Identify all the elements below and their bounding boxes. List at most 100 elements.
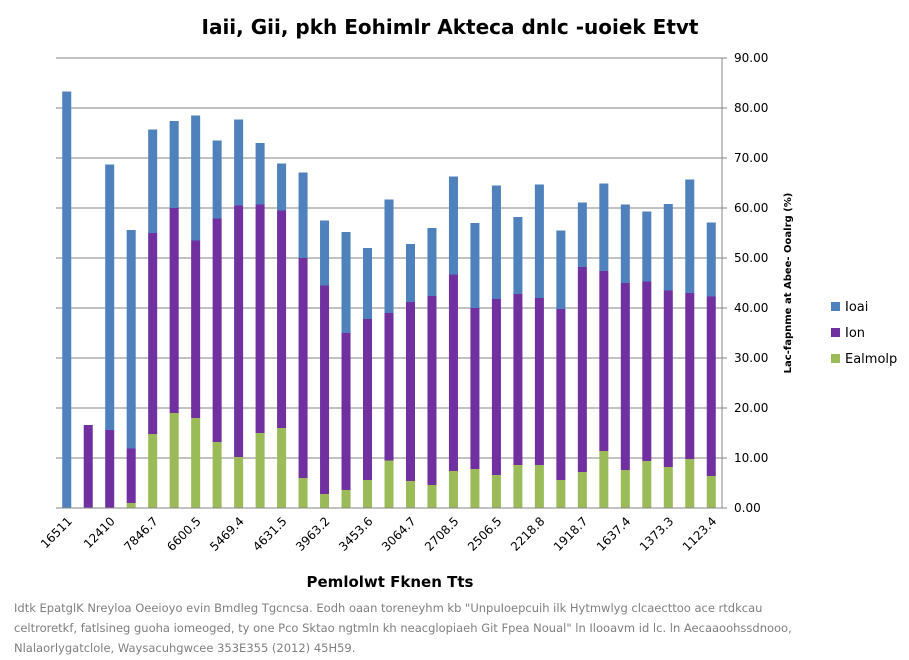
bar-ealmolp-22 [513, 465, 523, 508]
bar-ealmolp-8 [212, 442, 222, 508]
bar-ioai-23 [534, 184, 544, 298]
x-tick-label: 1637.4 [594, 514, 634, 554]
x-tick-label: 12410 [81, 514, 118, 551]
y-tick-label: 60.00 [734, 201, 768, 215]
bar-ion-16 [384, 313, 394, 461]
bar-ion-3 [105, 430, 115, 508]
bar-ion-15 [363, 319, 373, 480]
y-tick-label: 30.00 [734, 351, 768, 365]
bar-ioai-8 [212, 140, 222, 219]
bar-ion-26 [599, 271, 609, 451]
bar-ion-23 [534, 298, 544, 465]
bar-ioai-22 [513, 217, 523, 294]
legend-label: Ioai [845, 300, 868, 315]
y-axis-title: Lac-fapnme at Abee- Ooalrg (%) [783, 193, 794, 374]
bar-ealmolp-25 [577, 472, 587, 508]
bar-ion-19 [448, 274, 458, 471]
bar-ealmolp-18 [427, 485, 437, 508]
bar-ealmolp-12 [298, 478, 308, 508]
y-tick-label: 90.00 [734, 51, 768, 65]
x-tick-label: 2506.5 [465, 514, 505, 554]
bar-ioai-28 [642, 211, 652, 282]
x-tick-label: 5469.4 [207, 514, 247, 554]
bar-ion-4 [126, 448, 136, 503]
legend-label: Ealmolp [845, 352, 897, 367]
x-tick-label: 3453.6 [336, 514, 376, 554]
x-tick-label: 3064.7 [379, 514, 419, 554]
bar-ealmolp-14 [341, 490, 351, 508]
bar-ioai-4 [126, 230, 136, 449]
bar-ealmolp-17 [405, 481, 415, 508]
bar-ealmolp-31 [706, 476, 716, 508]
chart-title: Iaii, Gii, pkh Eohimlr Akteca dnlc -uoie… [202, 15, 699, 39]
bar-ion-10 [255, 204, 265, 433]
bar-ealmolp-30 [685, 459, 695, 508]
bar-ealmolp-4 [126, 503, 136, 508]
bar-ealmolp-24 [556, 480, 566, 508]
bar-ealmolp-5 [148, 434, 158, 508]
bar-ioai-12 [298, 172, 308, 258]
y-tick-labels: 0.00 10.00 20.00 30.00 40.00 50.00 60.00 70.00 8… [722, 51, 768, 515]
bar-ion-6 [169, 208, 179, 413]
x-tick-label: 3963.2 [293, 514, 333, 554]
y-tick-label: 20.00 [734, 401, 768, 415]
bar-ioai-6 [169, 121, 179, 208]
bar-ealmolp-29 [663, 467, 673, 508]
bar-ioai-1 [62, 91, 72, 508]
bar-ion-13 [320, 285, 330, 494]
bar-ioai-17 [405, 244, 415, 302]
bar-ealmolp-15 [363, 480, 373, 508]
bar-ioai-9 [234, 119, 244, 206]
bar-ioai-16 [384, 199, 394, 313]
x-tick-label: 2708.5 [422, 514, 462, 554]
y-tick-label: 50.00 [734, 251, 768, 265]
legend-swatch [831, 328, 840, 337]
bar-ion-28 [642, 281, 652, 461]
bar-ealmolp-27 [620, 470, 630, 508]
bar-ion-22 [513, 294, 523, 465]
bar-ioai-21 [491, 185, 501, 299]
legend-swatch [831, 302, 840, 311]
bar-ealmolp-7 [191, 418, 201, 508]
bar-ealmolp-16 [384, 460, 394, 508]
bar-ion-17 [405, 302, 415, 481]
y-tick-label: 40.00 [734, 301, 768, 315]
bar-ealmolp-20 [470, 469, 480, 508]
bar-ealmolp-6 [169, 413, 179, 508]
bar-ion-9 [234, 205, 244, 457]
bar-ion-2 [83, 425, 93, 508]
legend: Ioai Ion Ealmolp [831, 300, 897, 367]
bar-ion-25 [577, 267, 587, 472]
bar-ioai-26 [599, 183, 609, 271]
bar-ion-18 [427, 296, 437, 485]
figure-caption: Idtk EpatglK Nreyloa Oeeioyo evin Bmdleg… [14, 598, 894, 658]
x-tick-label: 6600.5 [164, 514, 204, 554]
bar-ioai-11 [277, 163, 287, 211]
x-tick-label: 2218.8 [508, 514, 548, 554]
stacked-bar-chart: 0.00 10.00 20.00 30.00 40.00 50.00 60.00 70.00 8… [38, 15, 897, 591]
bar-ealmolp-26 [599, 451, 609, 508]
bar-ion-27 [620, 283, 630, 470]
bar-ion-24 [556, 309, 566, 480]
caption-line-3: Nlalaorlygatclole, Waysacuhgwcee 353E355… [14, 641, 356, 655]
bar-ealmolp-10 [255, 433, 265, 508]
bar-ealmolp-9 [234, 457, 244, 508]
x-axis-title: Pemlolwt Fknen Tts [307, 573, 474, 591]
bar-ioai-13 [320, 220, 330, 286]
bar-ioai-24 [556, 230, 566, 309]
x-tick-label: 7846.7 [121, 514, 161, 554]
bar-ion-11 [277, 210, 287, 428]
caption-line-2: celtroretkf, fatlsineg guoha iomeoged, t… [14, 621, 792, 635]
bar-ealmolp-23 [534, 465, 544, 508]
x-tick-labels: 16511 12410 7846.7 6600.5 5469.4 4631.5 3963.2… [38, 514, 719, 554]
bar-ioai-31 [706, 222, 716, 297]
legend-label: Ion [845, 326, 865, 341]
bar-ion-31 [706, 296, 716, 476]
bar-ioai-14 [341, 232, 351, 333]
x-tick-label: 1123.4 [680, 514, 720, 554]
bar-ioai-5 [148, 129, 158, 233]
bar-ion-21 [491, 299, 501, 475]
bar-ealmolp-21 [491, 475, 501, 508]
bar-ion-12 [298, 258, 308, 478]
x-tick-label: 16511 [38, 514, 75, 551]
